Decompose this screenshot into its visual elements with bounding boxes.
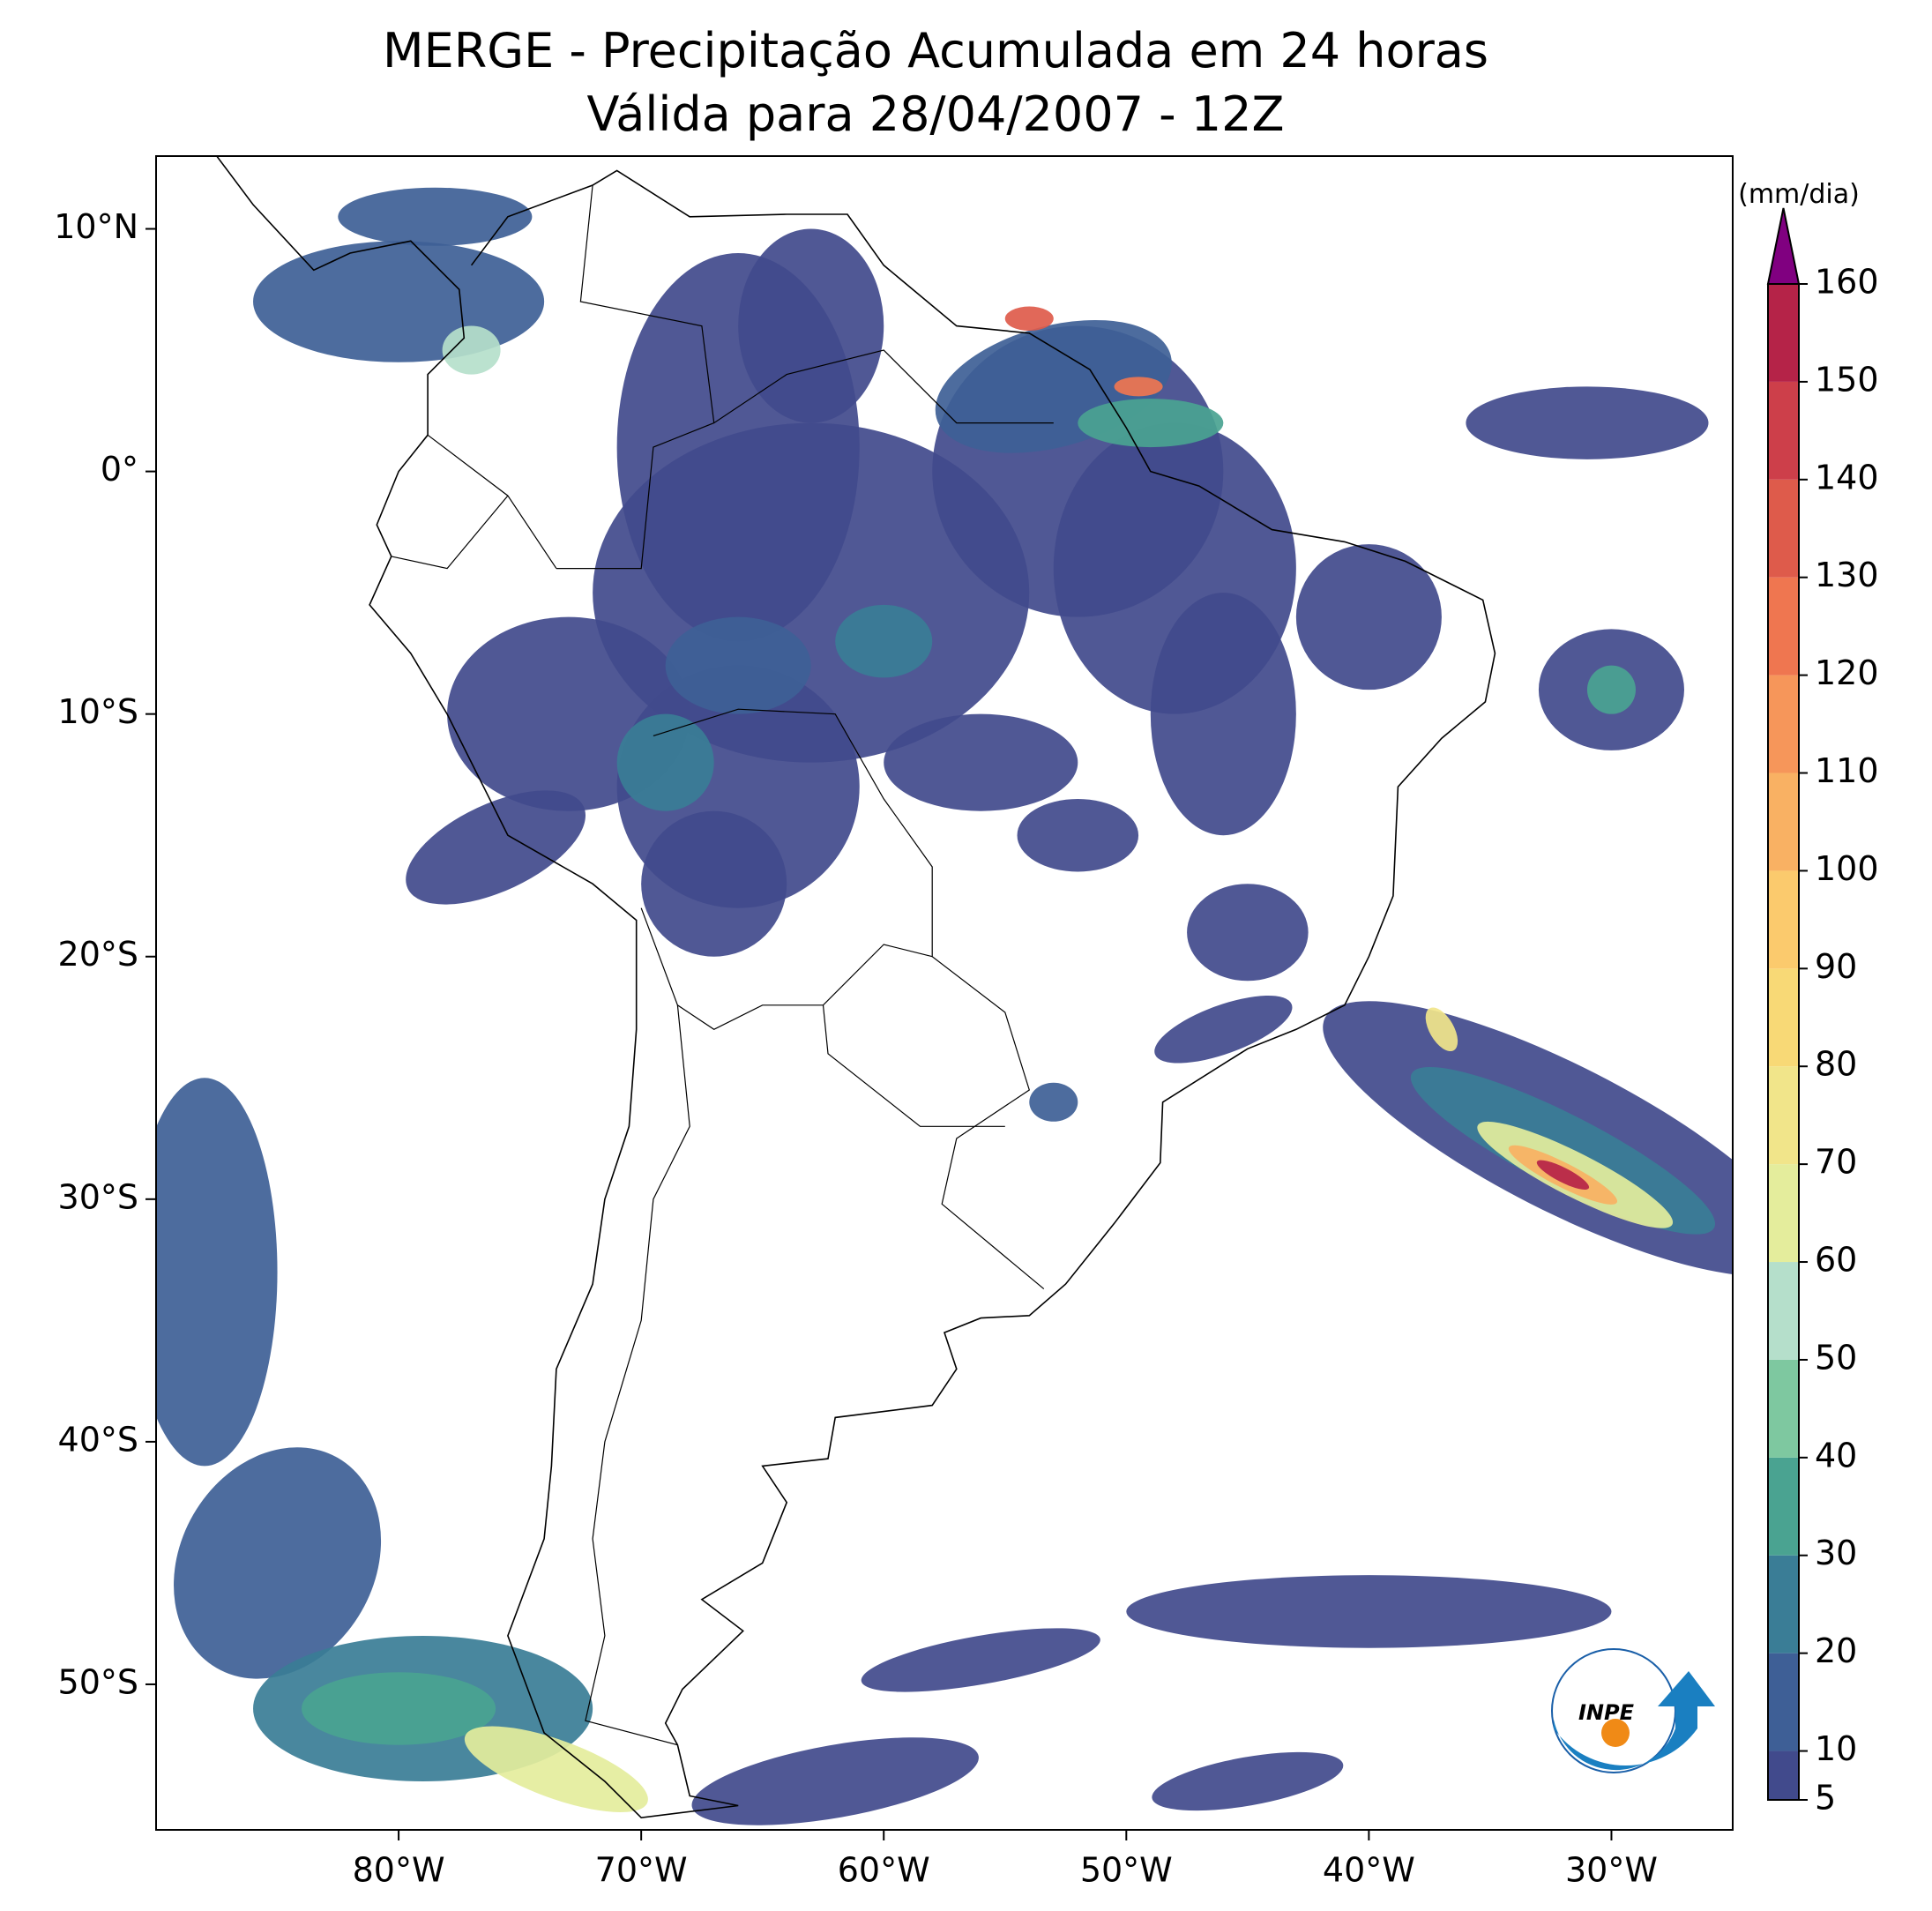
precipitation-area bbox=[1466, 386, 1709, 459]
colorbar-tick-label: 20 bbox=[1815, 1631, 1857, 1670]
x-tick-label: 60°W bbox=[838, 1851, 930, 1890]
colorbar-frame bbox=[1767, 283, 1800, 1801]
precipitation-area bbox=[464, 1726, 648, 1813]
precipitation-area bbox=[1078, 399, 1224, 448]
colorbar-segment bbox=[1768, 1066, 1799, 1165]
y-tick-label: 0° bbox=[101, 450, 138, 489]
colorbar-segment bbox=[1768, 577, 1799, 676]
colorbar-tick-label: 120 bbox=[1815, 653, 1879, 692]
colorbar-segment bbox=[1768, 381, 1799, 480]
y-tick-label: 10°S bbox=[58, 692, 138, 731]
precipitation-area bbox=[1004, 306, 1054, 332]
coastline bbox=[214, 156, 1496, 1819]
x-tick-label: 30°W bbox=[1565, 1851, 1658, 1890]
precipitation-area bbox=[1114, 377, 1163, 397]
colorbar-label: (mm/dia) bbox=[1738, 179, 1860, 210]
y-tick-label: 30°S bbox=[58, 1177, 138, 1216]
country-border bbox=[579, 184, 715, 423]
y-tick-label: 50°S bbox=[58, 1662, 138, 1701]
logo-text: INPE bbox=[1578, 1700, 1635, 1725]
country-border bbox=[556, 349, 1054, 570]
precipitation-area bbox=[835, 604, 933, 678]
precipitation-area bbox=[156, 1078, 278, 1467]
colorbar-segment bbox=[1768, 1555, 1799, 1653]
precipitation-area bbox=[1154, 995, 1293, 1064]
map-area bbox=[156, 156, 1733, 1825]
precipitation-area bbox=[1586, 665, 1636, 714]
colorbar-segment bbox=[1768, 284, 1799, 382]
map-title: MERGE - Precipitação Acumulada em 24 hor… bbox=[383, 23, 1488, 78]
colorbar-segment bbox=[1768, 479, 1799, 578]
precipitation-area bbox=[1425, 1007, 1458, 1052]
precipitation-area bbox=[1150, 593, 1296, 836]
precipitation-area bbox=[1295, 544, 1442, 690]
colorbar-tick-label: 110 bbox=[1815, 751, 1879, 790]
precipitation-area bbox=[738, 228, 884, 423]
colorbar-tick-label: 10 bbox=[1815, 1729, 1857, 1768]
x-tick-label: 50°W bbox=[1080, 1851, 1173, 1890]
colorbar-tick-label: 30 bbox=[1815, 1534, 1857, 1572]
colorbar-tick-label: 150 bbox=[1815, 360, 1879, 399]
precipitation-area bbox=[1536, 1160, 1590, 1190]
colorbar-tick-label: 100 bbox=[1815, 849, 1879, 888]
precipitation-area bbox=[691, 1737, 979, 1825]
precipitation-area bbox=[1029, 1082, 1078, 1122]
y-tick-label: 20°S bbox=[58, 935, 138, 974]
colorbar-segment bbox=[1768, 773, 1799, 871]
colorbar-tick-label: 80 bbox=[1815, 1045, 1857, 1084]
colorbar-segment bbox=[1768, 1457, 1799, 1556]
precipitation-area bbox=[665, 616, 811, 714]
colorbar-tick-label: 160 bbox=[1815, 263, 1879, 302]
country-border bbox=[585, 1004, 690, 1746]
colorbar-extend bbox=[1766, 207, 1801, 285]
colorbar-segment bbox=[1768, 1262, 1799, 1360]
precipitation-area bbox=[442, 325, 501, 375]
y-tick-label: 40°S bbox=[58, 1420, 138, 1459]
precipitation-area bbox=[406, 790, 586, 905]
colorbar-segment bbox=[1768, 1653, 1799, 1751]
precipitation-area bbox=[1017, 798, 1139, 872]
precipitation-area bbox=[1126, 1575, 1612, 1648]
colorbar-tick-label: 60 bbox=[1815, 1241, 1857, 1280]
precipitation-area bbox=[861, 1628, 1100, 1692]
precipitation-area bbox=[174, 1447, 382, 1679]
precipitation-area bbox=[302, 1672, 496, 1745]
precipitation-area bbox=[1187, 884, 1309, 982]
precipitation-area bbox=[641, 810, 787, 957]
map-subtitle: Válida para 28/04/2007 - 12Z bbox=[587, 86, 1285, 142]
precipitation-area bbox=[616, 713, 714, 811]
x-tick-label: 40°W bbox=[1323, 1851, 1415, 1890]
map-frame bbox=[155, 155, 1734, 1831]
x-tick-label: 70°W bbox=[595, 1851, 688, 1890]
colorbar-tick-label: 5 bbox=[1815, 1779, 1836, 1818]
y-tick-label: 10°N bbox=[54, 207, 138, 246]
colorbar-segment bbox=[1768, 968, 1799, 1067]
inpe-logo: INPE bbox=[1551, 1648, 1715, 1773]
precipitation-area bbox=[884, 713, 1078, 811]
colorbar-segment bbox=[1768, 1359, 1799, 1458]
x-tick-label: 80°W bbox=[353, 1851, 445, 1890]
colorbar-segment bbox=[1768, 675, 1799, 773]
country-border bbox=[427, 434, 557, 569]
colorbar-segment bbox=[1768, 870, 1799, 969]
colorbar-segment bbox=[1768, 1751, 1799, 1800]
country-border bbox=[391, 495, 509, 570]
colorbar-tick-label: 90 bbox=[1815, 947, 1857, 986]
colorbar-tick-label: 130 bbox=[1815, 556, 1879, 594]
colorbar-tick-label: 70 bbox=[1815, 1143, 1857, 1182]
colorbar-segment bbox=[1768, 1164, 1799, 1263]
precipitation-area bbox=[1152, 1751, 1344, 1811]
colorbar-tick-label: 40 bbox=[1815, 1436, 1857, 1474]
precipitation-area bbox=[253, 241, 545, 362]
precipitation-area bbox=[338, 187, 533, 246]
country-border bbox=[822, 1004, 1005, 1127]
colorbar: 5 10 20 30 40 50 60 70 80 90 100 110 120 130 140 150 160 bbox=[1766, 207, 1879, 1818]
colorbar-tick-label: 140 bbox=[1815, 458, 1879, 496]
colorbar-tick-label: 50 bbox=[1815, 1338, 1857, 1377]
